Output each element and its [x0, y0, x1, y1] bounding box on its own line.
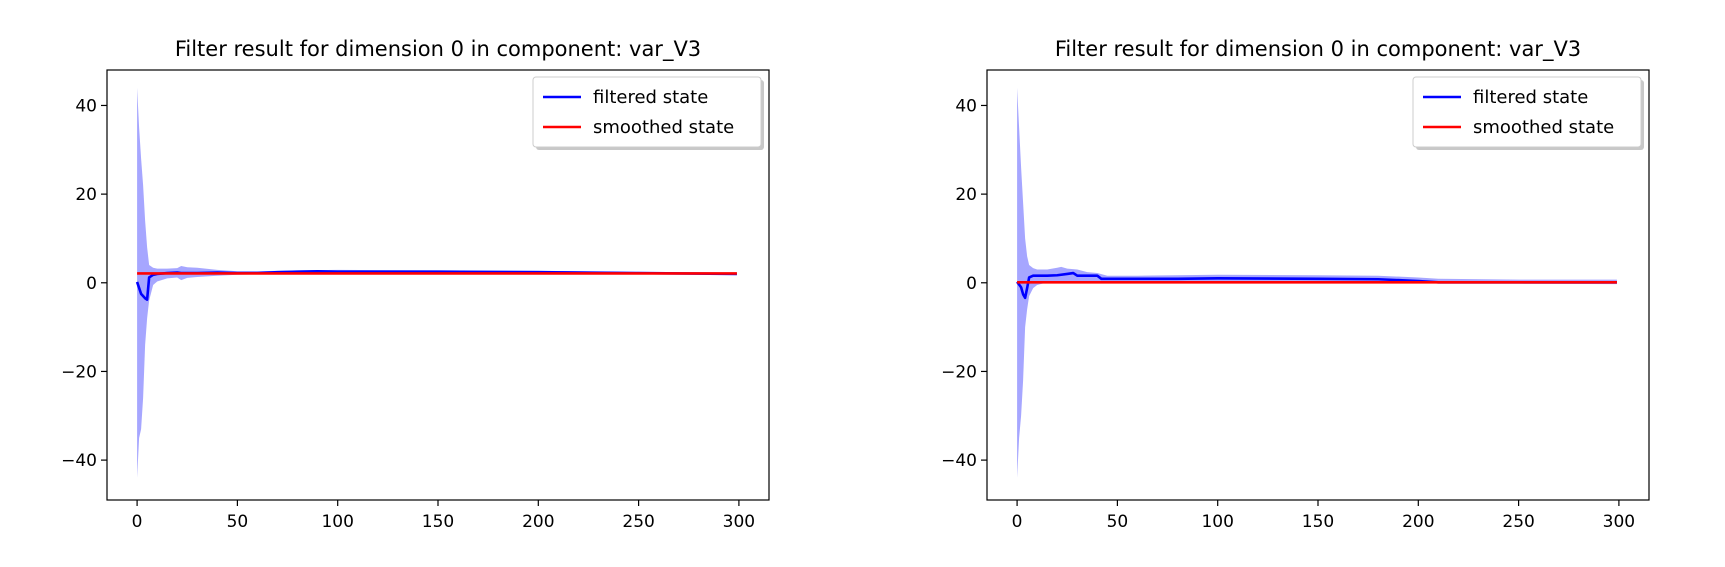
x-tick-label: 300 [1603, 512, 1635, 532]
legend-label: smoothed state [1473, 117, 1614, 138]
x-tick-label: 100 [1201, 512, 1233, 532]
x-tick-label: 0 [132, 512, 143, 532]
y-tick-label: 40 [955, 96, 977, 116]
chart-title: Filter result for dimension 0 in compone… [1055, 37, 1581, 62]
y-tick-label: −40 [941, 451, 977, 471]
legend: filtered state smoothed state [1412, 76, 1644, 150]
legend-label: filtered state [1473, 87, 1588, 108]
y-tick-label: 0 [86, 274, 97, 294]
chart-panel-1: Filter result for dimension 0 in compone… [61, 37, 770, 532]
x-tick-label: 50 [1107, 512, 1129, 532]
series-line-filtered [135, 269, 737, 301]
x-tick-label: 50 [227, 512, 249, 532]
chart-title: Filter result for dimension 0 in compone… [175, 37, 701, 62]
x-tick-label: 150 [1302, 512, 1334, 532]
legend: filtered state smoothed state [532, 76, 764, 150]
x-tick-label: 300 [723, 512, 755, 532]
x-tick-label: 0 [1012, 512, 1023, 532]
x-tick-label: 100 [321, 512, 353, 532]
y-tick-label: 0 [966, 274, 977, 294]
x-tick-label: 250 [1502, 512, 1534, 532]
y-tick-label: 20 [955, 185, 977, 205]
plot-area [1016, 87, 1617, 478]
y-tick-label: −20 [61, 362, 97, 382]
x-tick-label: 200 [1402, 512, 1434, 532]
x-tick-label: 250 [622, 512, 654, 532]
chart-panel-2: Filter result for dimension 0 in compone… [941, 37, 1650, 532]
x-tick-label: 200 [522, 512, 554, 532]
legend-label: filtered state [593, 87, 708, 108]
plot-area [135, 87, 737, 478]
y-tick-label: 20 [75, 185, 97, 205]
series-line-filtered [1016, 271, 1617, 300]
y-tick-label: −40 [61, 451, 97, 471]
x-tick-label: 150 [422, 512, 454, 532]
legend-label: smoothed state [593, 117, 734, 138]
y-tick-label: 40 [75, 96, 97, 116]
y-tick-label: −20 [941, 362, 977, 382]
